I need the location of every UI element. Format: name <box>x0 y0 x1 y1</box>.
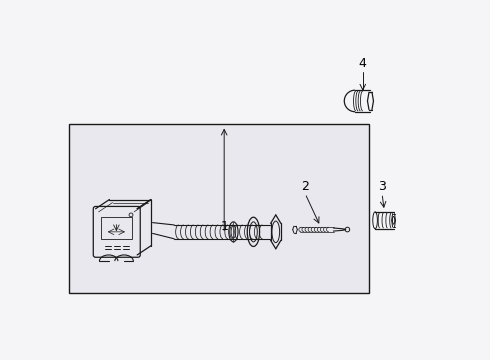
Text: 1: 1 <box>220 220 228 233</box>
Text: 4: 4 <box>359 57 367 70</box>
Bar <box>101 217 132 239</box>
Bar <box>69 124 369 293</box>
Text: 3: 3 <box>378 180 386 193</box>
Text: 2: 2 <box>301 180 309 193</box>
